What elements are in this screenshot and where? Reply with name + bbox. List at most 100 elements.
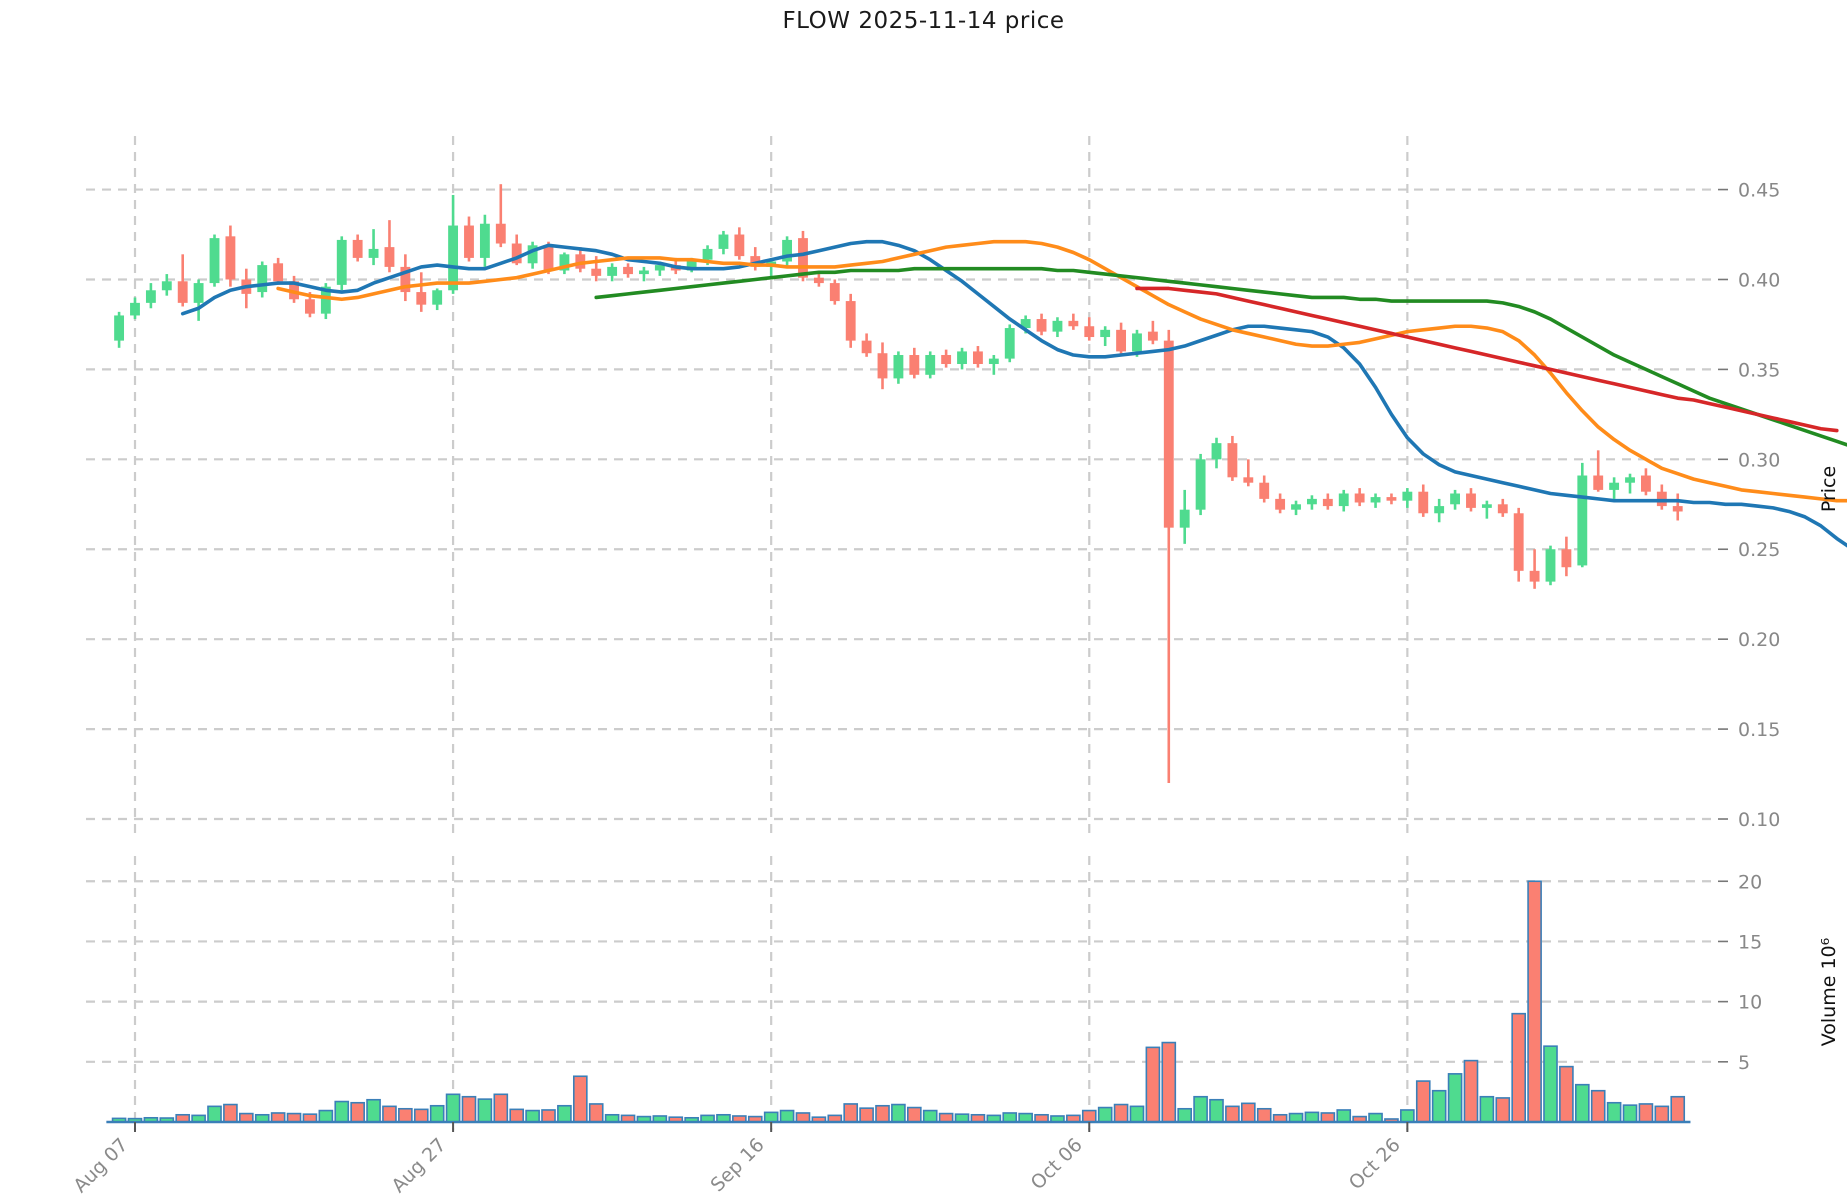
candle-body <box>925 355 936 375</box>
candle-body <box>1020 319 1031 329</box>
volume-bar-series[interactable] <box>111 880 1686 1123</box>
candle-body <box>973 351 983 365</box>
candle-body <box>957 351 967 365</box>
candle-body <box>1529 570 1540 582</box>
volume-bar <box>525 1109 540 1123</box>
candle-body <box>1513 513 1524 571</box>
price-axis-ticks: 0.45 0.40 0.35 0.30 0.25 0.20 0.15 0.10 <box>1718 180 1780 831</box>
candle-body <box>511 243 522 264</box>
price-tick-label: 0.20 <box>1738 629 1780 651</box>
price-tick-label: 0.10 <box>1738 809 1780 831</box>
candle-body <box>813 277 824 284</box>
price-tick-label: 0.40 <box>1738 269 1780 291</box>
volume-bar <box>477 1098 493 1123</box>
candle-body <box>273 263 284 282</box>
candle-body <box>607 266 618 276</box>
volume-bar <box>350 1101 365 1123</box>
volume-tick-label: 10 <box>1738 992 1762 1014</box>
ma-line-ma_mid <box>276 239 1847 503</box>
volume-bar <box>1574 1083 1590 1123</box>
candle-body <box>639 270 649 275</box>
volume-bar <box>1225 1105 1240 1123</box>
volume-bar <box>1527 880 1542 1123</box>
candle-body <box>1227 443 1238 478</box>
volume-bar <box>1622 1104 1638 1123</box>
candle-body <box>448 225 459 291</box>
moving-average-lines <box>180 239 1847 548</box>
ma-line-ma_slowest <box>1135 286 1839 433</box>
candle-body <box>225 236 236 280</box>
candle-body <box>479 223 490 258</box>
candle-body <box>1577 475 1588 566</box>
volume-bar <box>795 1112 811 1123</box>
price-axis-title: Price <box>1818 466 1840 512</box>
volume-bar <box>318 1109 334 1123</box>
volume-bar <box>334 1100 350 1123</box>
candle-body <box>1466 493 1476 508</box>
candle-body <box>320 286 331 314</box>
volume-gridlines <box>86 880 1718 1063</box>
candle-body <box>702 248 713 260</box>
candle-body <box>1481 504 1492 508</box>
candle-body <box>988 358 999 365</box>
candle-body <box>829 283 840 302</box>
candle-body <box>114 315 125 341</box>
volume-bar <box>891 1103 906 1123</box>
axis-titles: Price Volume 10⁶ <box>1818 466 1840 1046</box>
volume-bar <box>1161 1041 1177 1123</box>
x-tick-label: Oct 06 <box>1027 1134 1087 1194</box>
volume-bar <box>779 1109 795 1123</box>
ma-line-ma_slow <box>594 266 1847 447</box>
candle-body <box>1450 493 1460 505</box>
candle-body <box>1147 331 1158 341</box>
volume-bar <box>1495 1097 1511 1123</box>
volume-bar <box>859 1107 874 1123</box>
volume-bar <box>1511 1012 1527 1123</box>
candle-body <box>1100 329 1111 338</box>
candle-body <box>145 290 156 303</box>
volume-bar <box>1543 1045 1558 1123</box>
candle-body <box>177 281 188 303</box>
candle-body <box>1386 497 1397 501</box>
candle-body <box>861 340 872 354</box>
price-tick-label: 0.25 <box>1738 539 1780 561</box>
volume-bar <box>1431 1089 1447 1123</box>
volume-bar <box>413 1108 429 1123</box>
candle-body <box>1195 459 1206 510</box>
candle-body <box>400 266 411 293</box>
candle-body <box>1068 320 1079 327</box>
volume-bar <box>1113 1103 1129 1123</box>
candlestick-series[interactable] <box>114 184 1683 784</box>
candle-body <box>384 247 395 267</box>
volume-bar <box>429 1104 445 1123</box>
candle-body <box>1609 482 1620 490</box>
price-tick-label: 0.30 <box>1738 449 1780 471</box>
volume-bar <box>1145 1046 1161 1123</box>
volume-bar <box>906 1106 922 1123</box>
candle-body <box>1275 498 1286 510</box>
candle-body <box>1259 482 1270 499</box>
candle-body <box>1306 498 1317 505</box>
candle-body <box>336 239 347 285</box>
volume-bar <box>1081 1109 1097 1123</box>
candle-body <box>734 234 745 257</box>
candle-body <box>543 245 554 271</box>
price-tick-label: 0.35 <box>1738 359 1780 381</box>
candle-body <box>798 238 808 278</box>
chart-title: FLOW 2025-11-14 price <box>782 8 1065 34</box>
candle-body <box>1116 329 1127 352</box>
x-tick-label: Aug 27 <box>387 1134 450 1197</box>
candle-body <box>782 239 793 262</box>
volume-bar <box>1002 1112 1018 1123</box>
candle-body <box>1338 493 1349 507</box>
candle-body <box>1640 475 1651 492</box>
candle-body <box>193 283 204 303</box>
candle-body <box>718 234 729 249</box>
volume-bar <box>541 1109 556 1123</box>
candle-body <box>909 355 920 375</box>
candle-body <box>654 265 665 271</box>
candle-body <box>1354 493 1365 503</box>
volume-bar <box>1400 1109 1415 1123</box>
